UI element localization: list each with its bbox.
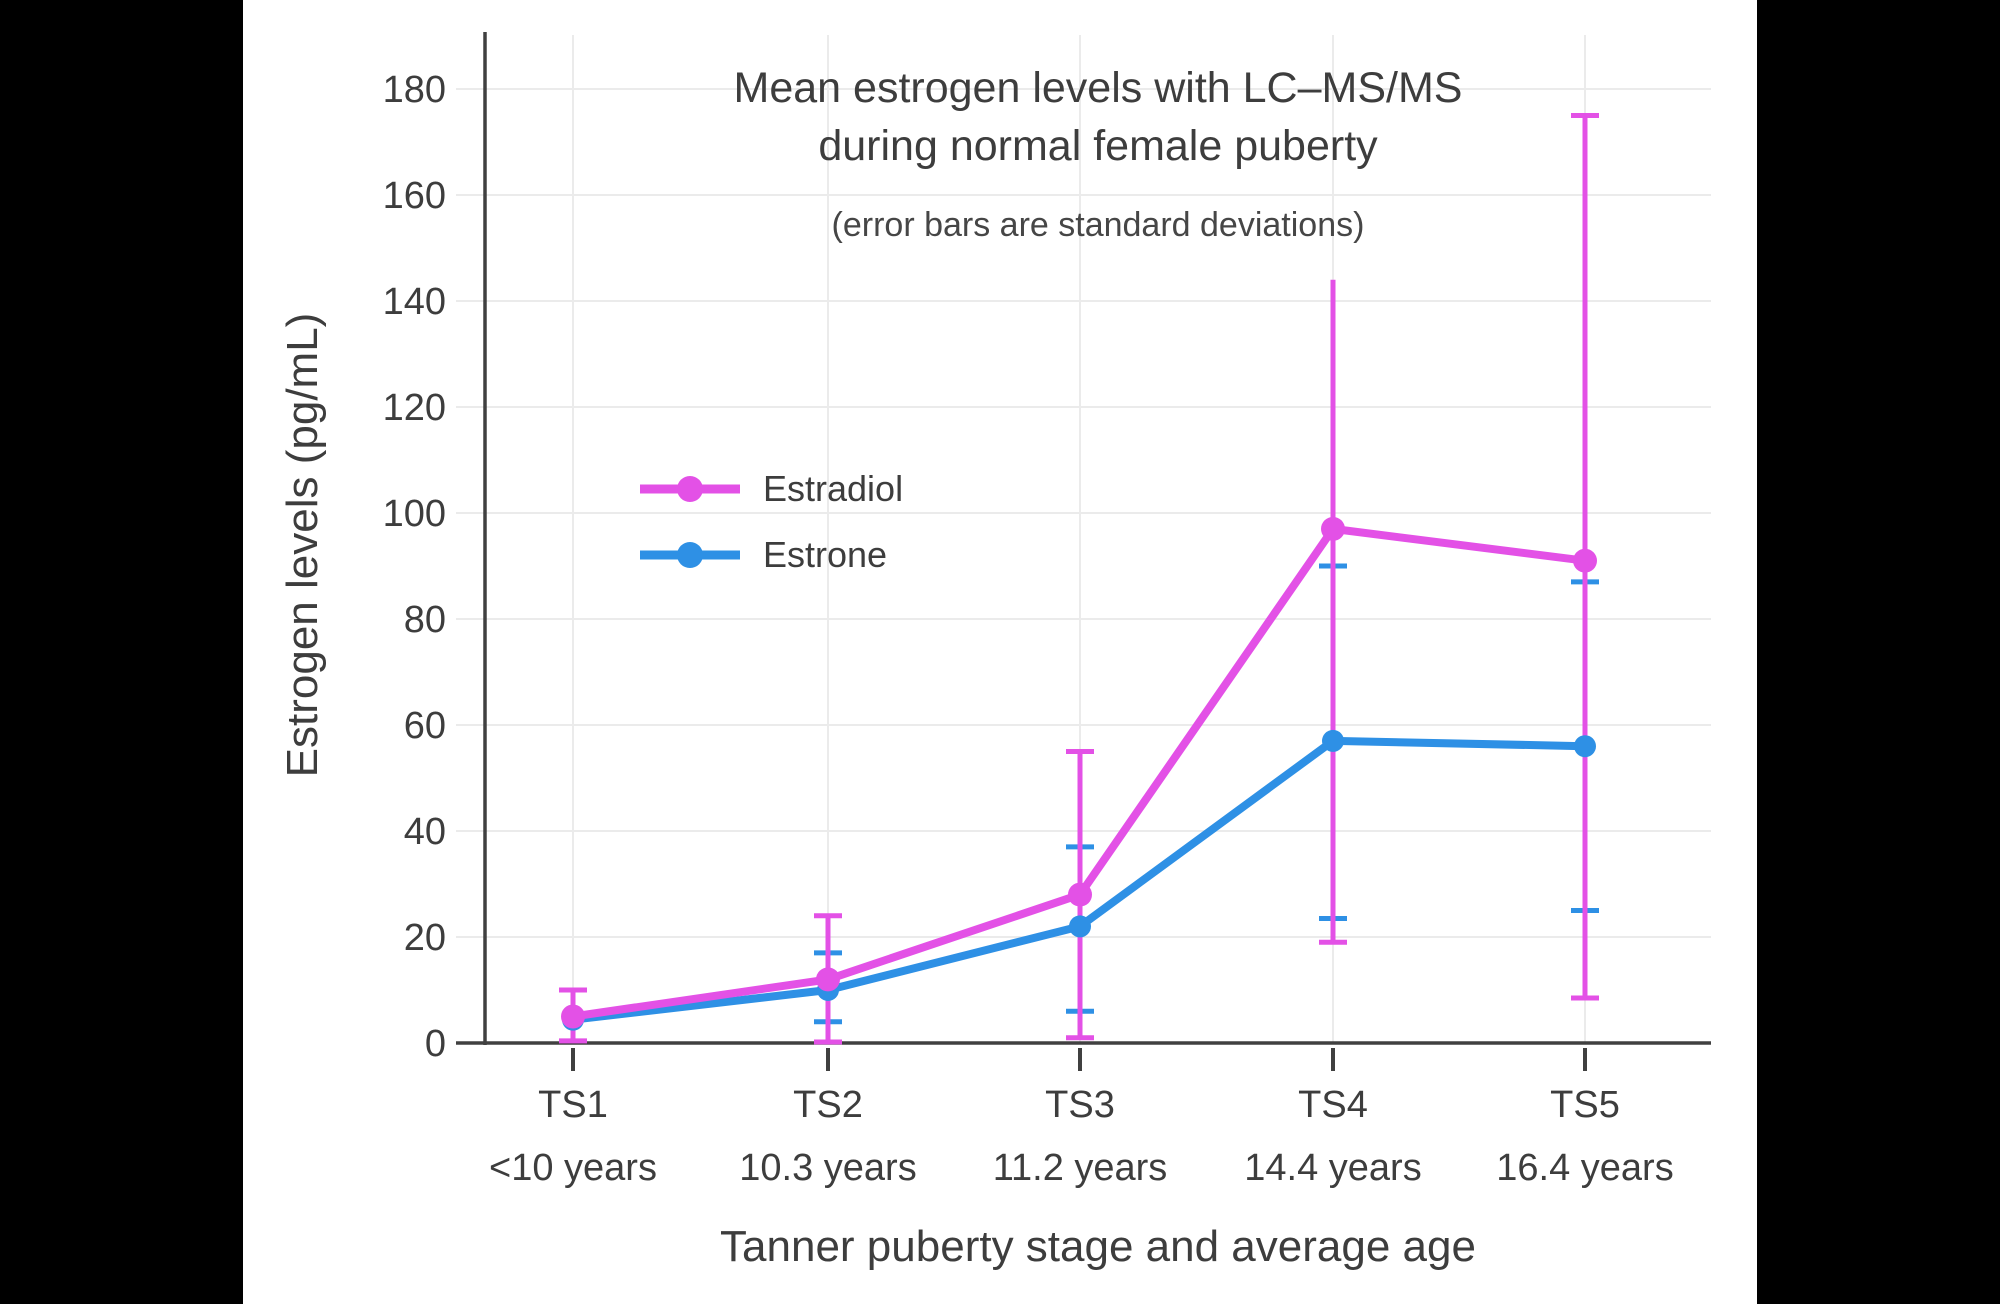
estradiol-point-TS5 [1573,548,1597,573]
x-tick-label-stage-TS4: TS4 [1298,1084,1368,1126]
letterbox-right [1757,0,2000,1304]
y-tick-label-120: 120 [383,387,446,429]
legend-item-estrone: Estrone [637,534,903,575]
chart-subtitle: (error bars are standard deviations) [831,206,1365,244]
estradiol-point-TS1 [561,1004,585,1029]
y-tick-label-60: 60 [404,705,446,747]
x-tick-label-stage-TS1: TS1 [538,1084,608,1126]
x-tick-label-stage-TS2: TS2 [793,1084,863,1126]
x-tick-label-stage-TS3: TS3 [1045,1084,1115,1126]
chart-title-line1: Mean estrogen levels with LC–MS/MS [733,64,1463,112]
x-tick-label-age-TS4: 14.4 years [1244,1147,1421,1189]
y-tick-label-160: 160 [383,175,446,217]
estrone-point-TS4 [1322,729,1344,752]
x-tick-label-age-TS5: 16.4 years [1496,1147,1673,1189]
estradiol-point-TS2 [816,967,840,992]
y-tick-label-20: 20 [404,917,446,959]
y-tick-label-180: 180 [383,69,446,111]
legend-label-estradiol: Estradiol [763,468,904,509]
legend-marker-estradiol [640,476,740,502]
y-tick-label-140: 140 [383,281,446,323]
x-tick-label-stage-TS5: TS5 [1550,1084,1620,1126]
estrone-point-TS3 [1069,915,1091,938]
legend: Estradiol Estrone [637,468,904,601]
y-tick-label-40: 40 [404,811,446,853]
legend-label-estrone: Estrone [763,534,888,575]
estradiol-point-TS4 [1321,516,1345,541]
x-tick-label-age-TS2: 10.3 years [739,1147,916,1189]
x-tick-label-age-TS3: 11.2 years [993,1147,1168,1189]
y-tick-label-100: 100 [383,493,446,535]
letterbox-left [0,0,243,1304]
x-axis-title: Tanner puberty stage and average age [720,1222,1476,1271]
y-tick-label-0: 0 [425,1023,446,1065]
y-axis-title: Estrogen levels (pg/mL) [278,312,327,778]
estrone-point-TS5 [1574,735,1596,758]
estradiol-point-TS3 [1068,882,1092,907]
legend-item-estradiol: Estradiol [637,468,904,509]
legend-marker-estrone [640,542,740,568]
chart-title-line2: during normal female puberty [818,122,1378,170]
plot-background [243,0,1757,1304]
x-tick-label-age-TS1: <10 years [489,1147,657,1189]
y-tick-label-80: 80 [404,599,446,641]
